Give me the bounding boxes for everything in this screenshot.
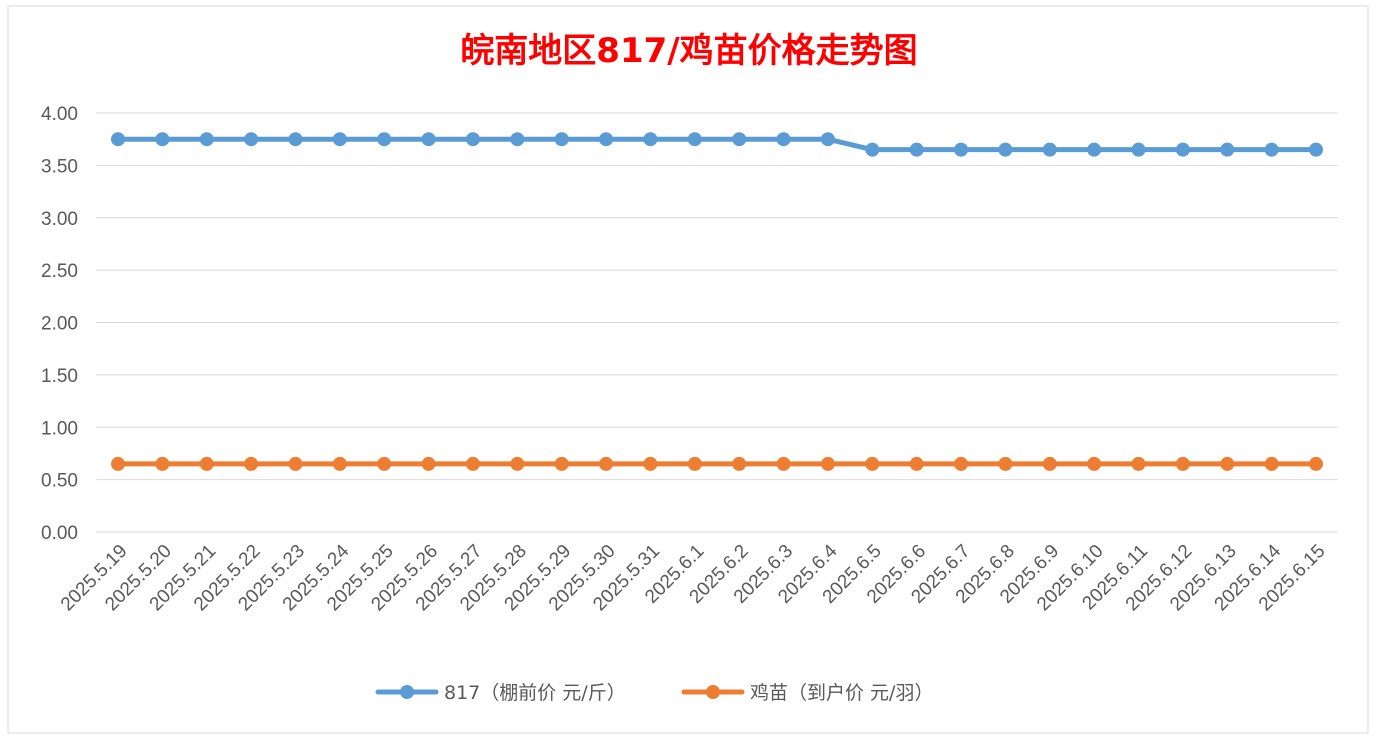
data-point <box>510 456 525 471</box>
data-point <box>1131 456 1146 471</box>
data-point <box>1264 456 1279 471</box>
data-point <box>909 456 924 471</box>
y-tick-label: 0.50 <box>41 471 78 492</box>
data-point <box>421 132 436 147</box>
y-axis-ticks: 0.00 0.50 1.00 1.50 2.00 2.50 3.00 3.50 4.00 <box>41 104 78 544</box>
data-point <box>111 456 125 471</box>
data-point <box>599 132 614 147</box>
legend-label: 817（棚前价 元/斤） <box>444 682 626 704</box>
data-point <box>155 456 170 471</box>
data-point <box>732 132 747 147</box>
data-point <box>377 132 392 147</box>
y-tick-label: 3.00 <box>41 209 78 230</box>
data-point <box>998 456 1013 471</box>
y-tick-label: 4.00 <box>41 104 78 125</box>
series-1 <box>111 132 1323 157</box>
legend-label: 鸡苗（到户价 元/羽） <box>750 682 933 704</box>
data-point <box>687 456 702 471</box>
data-point <box>421 456 436 471</box>
data-point <box>954 142 969 157</box>
data-point <box>1220 456 1235 471</box>
y-tick-label: 2.50 <box>41 261 78 282</box>
data-point <box>1264 142 1279 157</box>
data-point <box>199 132 214 147</box>
data-point <box>332 456 347 471</box>
series-layer <box>111 132 1323 471</box>
data-point <box>1042 142 1057 157</box>
data-point <box>1220 142 1235 157</box>
data-point <box>776 456 791 471</box>
legend-item-2: 鸡苗（到户价 元/羽） <box>681 682 933 704</box>
data-point <box>199 456 214 471</box>
data-point <box>155 132 170 147</box>
legend: 817（棚前价 元/斤） 鸡苗（到户价 元/羽） <box>375 682 933 704</box>
data-point <box>1309 456 1323 471</box>
legend-marker <box>706 685 720 699</box>
legend-marker <box>400 685 414 699</box>
data-point <box>332 132 347 147</box>
gridlines <box>96 112 1338 533</box>
data-point <box>643 456 658 471</box>
y-tick-label: 1.00 <box>41 418 78 439</box>
chart-title: 皖南地区817/鸡苗价格走势图 <box>460 31 917 71</box>
data-point <box>599 456 614 471</box>
data-point <box>377 456 392 471</box>
data-point <box>687 132 702 147</box>
data-point <box>288 132 303 147</box>
data-point <box>732 456 747 471</box>
data-point <box>1309 142 1323 157</box>
series-line <box>115 136 1319 153</box>
data-point <box>954 456 969 471</box>
data-point <box>865 142 880 157</box>
data-point <box>909 142 924 157</box>
data-point <box>1175 456 1190 471</box>
y-tick-label: 1.50 <box>41 366 78 387</box>
data-point <box>998 142 1013 157</box>
data-point <box>820 132 835 147</box>
data-point <box>643 132 658 147</box>
series-2 <box>111 456 1323 471</box>
data-point <box>865 456 880 471</box>
y-tick-label: 3.50 <box>41 156 78 177</box>
y-tick-label: 0.00 <box>41 523 78 544</box>
data-point <box>776 132 791 147</box>
data-point <box>554 456 569 471</box>
data-point <box>111 132 125 147</box>
data-point <box>288 456 303 471</box>
data-point <box>1087 456 1102 471</box>
data-point <box>465 132 480 147</box>
data-point <box>244 132 259 147</box>
data-point <box>1087 142 1102 157</box>
y-tick-label: 2.00 <box>41 314 78 335</box>
data-point <box>1131 142 1146 157</box>
data-point <box>554 132 569 147</box>
legend-item-1: 817（棚前价 元/斤） <box>375 682 626 704</box>
data-point <box>244 456 259 471</box>
data-point <box>820 456 835 471</box>
data-point <box>1042 456 1057 471</box>
data-point <box>465 456 480 471</box>
chart-border <box>7 5 1369 734</box>
data-point <box>510 132 525 147</box>
data-point <box>1175 142 1190 157</box>
